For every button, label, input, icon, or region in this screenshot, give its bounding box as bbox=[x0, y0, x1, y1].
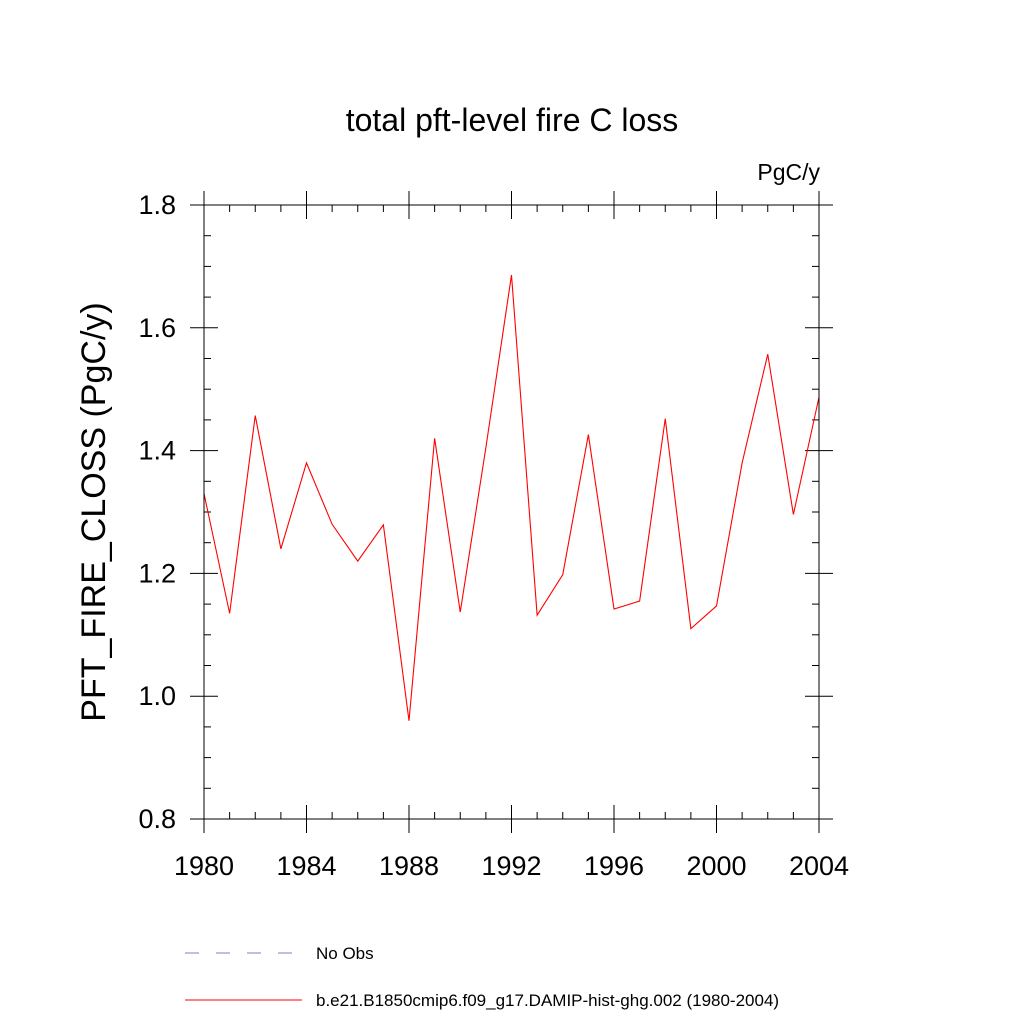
series-line bbox=[203, 274, 820, 721]
y-tick-label: 0.8 bbox=[138, 804, 176, 834]
x-tick-label: 1992 bbox=[481, 851, 541, 881]
x-tick-label: 2004 bbox=[789, 851, 849, 881]
legend-label-model-run: b.e21.B1850cmip6.f09_g17.DAMIP-hist-ghg.… bbox=[316, 991, 779, 1010]
units-label: PgC/y bbox=[757, 159, 820, 185]
x-tick-label: 1984 bbox=[276, 851, 336, 881]
y-tick-label: 1.4 bbox=[138, 436, 176, 466]
y-tick-label: 1.8 bbox=[138, 190, 176, 220]
y-axis-label: PFT_FIRE_CLOSS (PgC/y) bbox=[75, 302, 113, 721]
tick-labels: 1980 1984 1988 1992 1996 2000 2004 0.8 1.0 1.2 1.4… bbox=[138, 190, 849, 881]
y-tick-label: 1.6 bbox=[138, 313, 176, 343]
chart-title: total pft-level fire C loss bbox=[346, 102, 679, 138]
legend-label-no-obs: No Obs bbox=[316, 944, 374, 963]
y-tick-label: 1.2 bbox=[138, 558, 176, 588]
y-tick-label: 1.0 bbox=[138, 681, 176, 711]
x-tick-label: 1988 bbox=[379, 851, 439, 881]
axis-ticks bbox=[190, 191, 833, 833]
x-tick-label: 1996 bbox=[584, 851, 644, 881]
legend: No Obs b.e21.B1850cmip6.f09_g17.DAMIP-hi… bbox=[185, 944, 779, 1010]
plot-frame bbox=[203, 204, 820, 820]
series-layer bbox=[203, 274, 820, 721]
x-tick-label: 1980 bbox=[174, 851, 234, 881]
x-tick-label: 2000 bbox=[686, 851, 746, 881]
